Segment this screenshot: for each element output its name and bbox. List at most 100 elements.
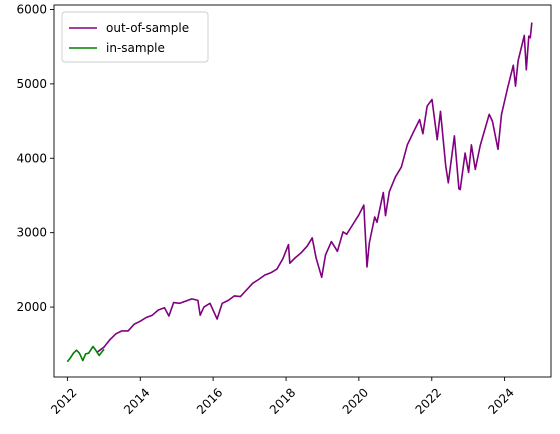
data-point (517, 60, 519, 62)
data-point (139, 320, 141, 322)
data-point (453, 135, 455, 137)
data-point (145, 316, 147, 319)
data-point (88, 352, 90, 354)
data-point (300, 252, 302, 254)
data-point (294, 257, 296, 259)
data-point (252, 282, 254, 284)
legend-box (61, 11, 209, 63)
data-point (507, 87, 509, 89)
data-point (115, 333, 117, 335)
data-point (342, 231, 344, 233)
y-tick-label: 4000 (16, 151, 47, 165)
data-point (497, 148, 499, 150)
y-tick-label: 2000 (16, 300, 47, 314)
data-point (474, 168, 476, 170)
data-point (221, 302, 223, 304)
data-point (168, 315, 170, 317)
data-point (431, 98, 433, 101)
data-point (376, 221, 378, 223)
data-point (209, 302, 211, 304)
data-point (488, 113, 490, 115)
data-point (358, 214, 360, 216)
legend-label-in-sample: in-sample (106, 41, 165, 55)
data-point (464, 152, 466, 154)
data-point (216, 318, 218, 320)
series-line-in-sample (66, 345, 105, 362)
legend: out-of-sample in-sample (61, 11, 209, 63)
data-point (227, 299, 229, 301)
data-point (92, 345, 94, 348)
data-point (528, 35, 530, 37)
data-point (406, 144, 408, 146)
data-point (321, 276, 323, 278)
data-point (315, 257, 317, 259)
data-point (245, 289, 248, 291)
data-point (374, 216, 376, 218)
data-point (306, 245, 308, 247)
data-point (426, 105, 428, 107)
data-point (179, 302, 181, 304)
data-point (491, 120, 493, 122)
data-point (531, 22, 533, 24)
data-point (289, 262, 291, 264)
series-line-out-of-sample (97, 22, 533, 353)
data-point (470, 144, 472, 146)
data-point (151, 314, 153, 316)
data-point (523, 34, 525, 37)
data-point (282, 258, 284, 260)
data-point (264, 274, 266, 276)
y-tick-label: 3000 (16, 226, 47, 240)
data-point (458, 188, 460, 190)
data-point (422, 133, 424, 135)
data-point (203, 306, 205, 308)
data-point (346, 233, 348, 235)
data-point (85, 353, 87, 355)
data-point (445, 165, 447, 167)
data-point (439, 110, 442, 112)
data-point (233, 295, 235, 297)
data-point (512, 64, 514, 66)
data-point (72, 352, 74, 354)
data-point (239, 296, 241, 298)
data-point (127, 330, 129, 332)
data-point (82, 360, 84, 362)
data-point (103, 348, 105, 351)
data-point (191, 298, 193, 300)
data-point (276, 268, 278, 270)
data-point (382, 191, 384, 194)
data-point (133, 323, 135, 325)
data-point (384, 215, 387, 217)
data-point (352, 223, 354, 226)
data-point (504, 100, 506, 102)
data-point (363, 204, 365, 206)
data-point (157, 309, 159, 311)
data-point (98, 354, 100, 356)
data-point (163, 307, 166, 309)
data-point (78, 352, 80, 354)
data-point (258, 278, 260, 281)
legend-label-out-of-sample: out-of-sample (106, 21, 189, 35)
data-point (394, 176, 396, 178)
data-point (94, 348, 96, 350)
data-point (412, 131, 414, 133)
data-point (69, 357, 72, 359)
data-point (121, 330, 123, 332)
data-point (366, 266, 368, 268)
data-point (529, 37, 531, 39)
data-point (270, 272, 272, 274)
data-point (173, 302, 175, 304)
y-tick-label: 5000 (16, 77, 47, 91)
data-point (109, 339, 111, 341)
data-point (447, 182, 449, 184)
data-point (500, 113, 503, 115)
data-point (459, 188, 461, 191)
data-point (185, 300, 187, 302)
data-point (479, 145, 481, 147)
y-axis: 2000 3000 4000 5000 6000 (16, 2, 54, 314)
data-point (75, 349, 78, 351)
data-point (324, 254, 327, 256)
y-tick-label: 6000 (16, 2, 47, 16)
data-point (67, 360, 69, 362)
